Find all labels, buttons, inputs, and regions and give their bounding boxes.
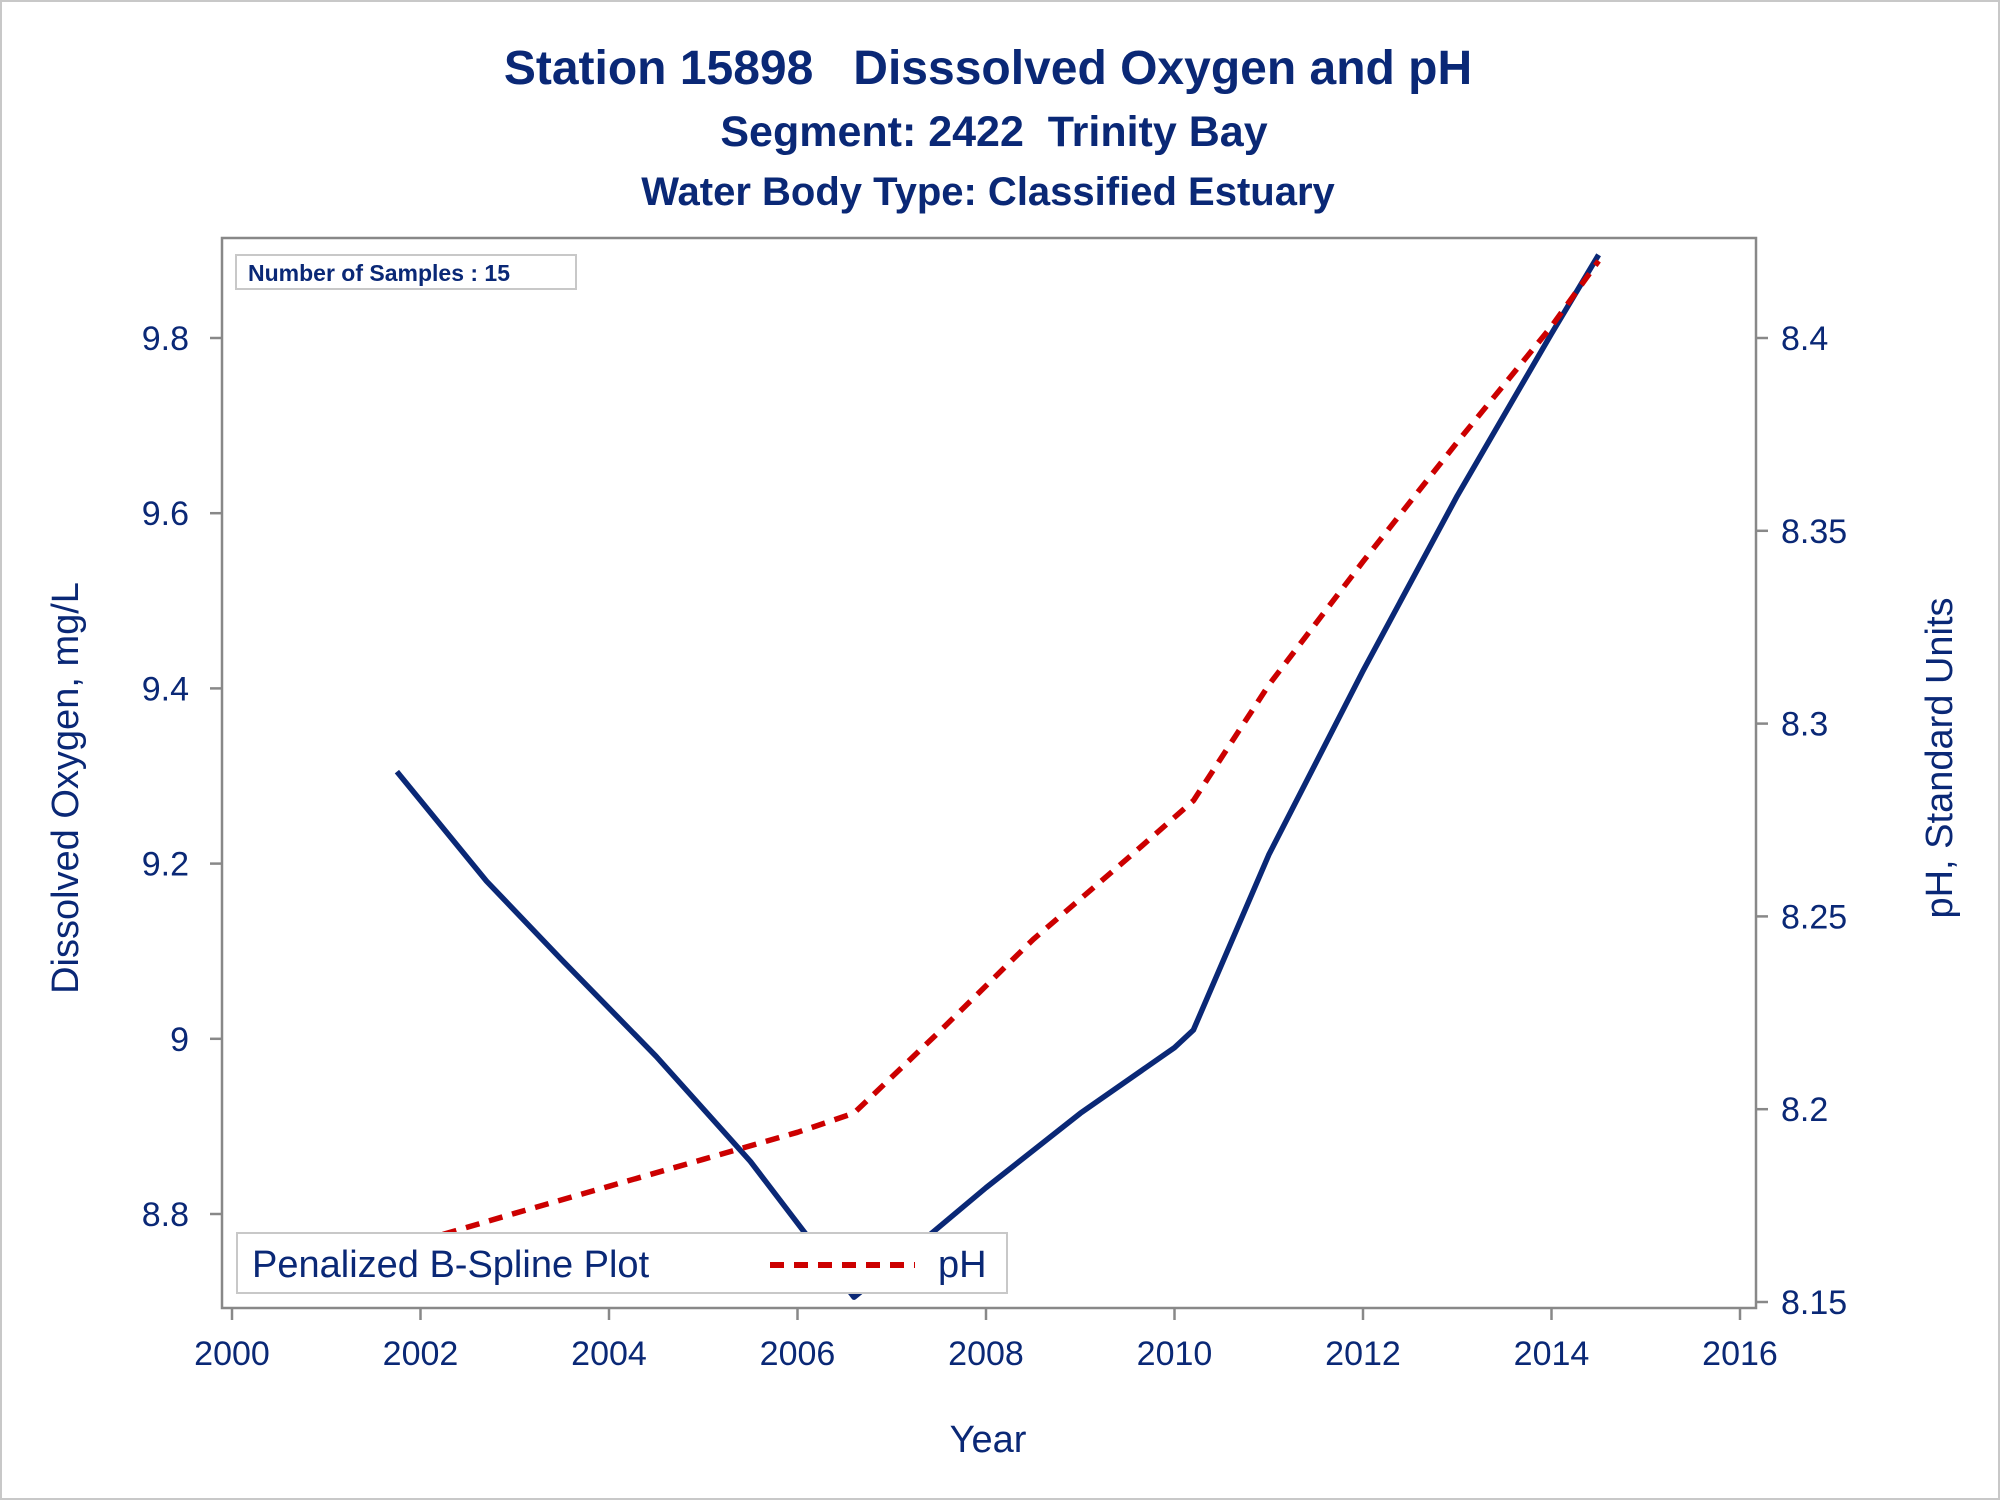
axis-ticks: 2000 2002 2004 2006 2008 2010 2012 2014 2016 8.8 9… bbox=[142, 320, 1847, 1373]
chart-title: Station 15898 Disssolved Oxygen and pH bbox=[504, 42, 1472, 95]
y-axis-label: Dissolved Oxygen, mg/L bbox=[45, 582, 87, 994]
dissolved-oxygen-line bbox=[394, 253, 1601, 1300]
y2-tick-label: 8.25 bbox=[1781, 898, 1847, 936]
x-tick-label: 2008 bbox=[948, 1335, 1024, 1373]
x-tick-label: 2016 bbox=[1702, 1335, 1778, 1373]
x-tick-label: 2002 bbox=[383, 1335, 459, 1373]
y-tick-label: 9.2 bbox=[142, 846, 189, 884]
y2-tick-label: 8.4 bbox=[1781, 320, 1828, 358]
x-tick-label: 2014 bbox=[1514, 1335, 1590, 1373]
y-tick-label: 9.8 bbox=[142, 320, 189, 358]
legend-title: Penalized B-Spline Plot bbox=[252, 1244, 650, 1286]
y-tick-label: 9.4 bbox=[142, 670, 189, 708]
y2-tick-label: 8.3 bbox=[1781, 706, 1828, 744]
ph-line bbox=[396, 259, 1601, 1251]
series-layer bbox=[394, 253, 1601, 1300]
x-tick-label: 2010 bbox=[1137, 1335, 1213, 1373]
y2-tick-label: 8.35 bbox=[1781, 513, 1847, 551]
x-tick-label: 2012 bbox=[1325, 1335, 1401, 1373]
x-tick-label: 2006 bbox=[760, 1335, 836, 1373]
x-tick-label: 2000 bbox=[194, 1335, 270, 1373]
chart-subtitle-2: Water Body Type: Classified Estuary bbox=[641, 170, 1335, 214]
y2-tick-label: 8.2 bbox=[1781, 1091, 1828, 1129]
y-tick-label: 9.6 bbox=[142, 495, 189, 533]
y-tick-label: 8.8 bbox=[142, 1196, 189, 1234]
samples-text: Number of Samples : 15 bbox=[248, 260, 510, 286]
chart-subtitle: Segment: 2422 Trinity Bay bbox=[720, 108, 1267, 156]
legend-ph-label: pH bbox=[938, 1244, 987, 1286]
y2-tick-label: 8.15 bbox=[1781, 1284, 1847, 1322]
samples-box bbox=[235, 254, 577, 290]
y-tick-label: 9 bbox=[170, 1021, 189, 1059]
x-axis-label: Year bbox=[950, 1419, 1027, 1461]
y2-axis-label: pH, Standard Units bbox=[1919, 597, 1961, 918]
x-tick-label: 2004 bbox=[571, 1335, 647, 1373]
plot-area bbox=[220, 236, 1758, 1310]
